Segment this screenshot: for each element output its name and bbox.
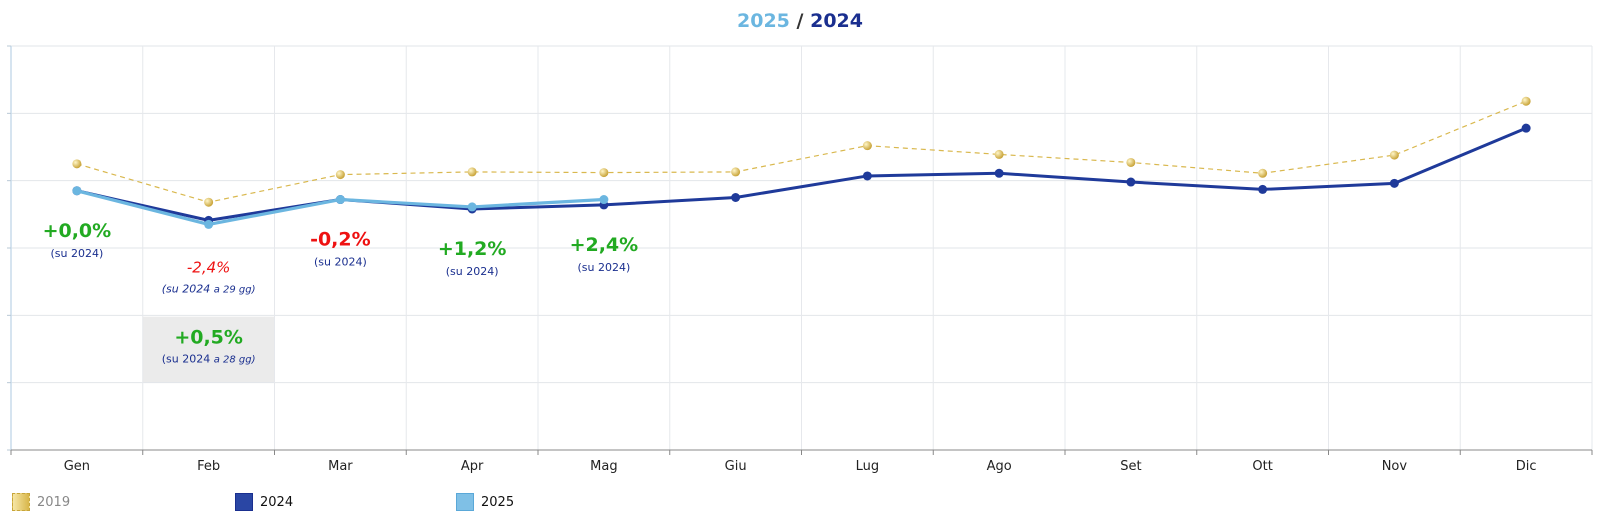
legend-label-2025: 2025 — [481, 494, 515, 510]
legend-swatch-2025 — [456, 493, 474, 511]
note-label-mag: (su 2024) — [577, 261, 630, 274]
data-point-2019-apr — [467, 167, 477, 177]
data-point-2019-set — [1126, 157, 1136, 167]
data-point-2025-mar — [335, 195, 345, 205]
data-point-2019-ago — [994, 149, 1004, 159]
data-point-2019-feb — [204, 197, 214, 207]
feb-box-note: (su 2024 a 28 gg) — [162, 353, 256, 366]
note-label-feb: (su 2024 a 29 gg) — [162, 282, 256, 295]
data-point-2024-ago — [994, 168, 1004, 178]
x-tick-label: Mar — [328, 459, 353, 474]
data-point-2019-nov — [1389, 150, 1399, 160]
x-tick-label: Lug — [856, 459, 880, 474]
legend-label-2019: 2019 — [37, 494, 71, 510]
feb-comparison-box — [142, 316, 275, 383]
pct-label-feb: -2,4% — [187, 258, 231, 276]
data-point-2019-mar — [335, 170, 345, 180]
note-label-gen: (su 2024) — [50, 247, 103, 260]
legend-swatch-2019 — [12, 493, 30, 511]
chart-title: 2025 / 2024 — [0, 10, 1600, 32]
x-tick-label: Giu — [725, 459, 747, 474]
x-tick-label: Feb — [197, 459, 220, 474]
data-point-2019-mag — [599, 168, 609, 178]
x-tick-label: Nov — [1382, 459, 1408, 474]
pct-label-mar: -0,2% — [310, 229, 371, 251]
title-separator: / — [796, 10, 804, 32]
x-tick-label: Ago — [987, 459, 1012, 474]
x-tick-label: Apr — [461, 459, 484, 474]
x-tick-label: Gen — [64, 459, 90, 474]
data-point-2019-lug — [862, 141, 872, 151]
feb-box-pct: +0,5% — [174, 327, 243, 349]
data-point-2019-dic — [1521, 96, 1531, 106]
data-point-2019-giu — [731, 167, 741, 177]
data-point-2024-ott — [1258, 184, 1268, 194]
data-point-2024-dic — [1521, 123, 1531, 133]
note-label-apr: (su 2024) — [446, 265, 499, 278]
x-tick-label: Ott — [1252, 459, 1272, 474]
title-current-year: 2025 — [737, 10, 790, 32]
legend-item-2019[interactable]: 2019 — [12, 492, 70, 512]
data-point-2019-ott — [1258, 168, 1268, 178]
title-previous-year: 2024 — [810, 10, 863, 32]
data-point-2024-set — [1126, 177, 1136, 187]
pct-label-gen: +0,0% — [43, 220, 112, 242]
x-tick-label: Set — [1120, 459, 1141, 474]
legend-item-2025[interactable]: 2025 — [456, 492, 514, 512]
note-label-mar: (su 2024) — [314, 256, 367, 269]
data-point-2024-giu — [731, 193, 741, 202]
legend-item-2024[interactable]: 2024 — [235, 492, 293, 512]
data-point-2025-feb — [204, 219, 214, 229]
data-point-2025-gen — [72, 186, 82, 196]
pct-label-apr: +1,2% — [438, 238, 507, 260]
data-point-2024-nov — [1389, 178, 1399, 188]
x-tick-label: Dic — [1516, 459, 1537, 474]
legend-label-2024: 2024 — [260, 494, 294, 510]
data-point-2024-lug — [862, 171, 872, 181]
legend-swatch-2024 — [235, 493, 253, 511]
pct-label-mag: +2,4% — [570, 234, 639, 256]
data-point-2019-gen — [72, 159, 82, 169]
data-point-2025-apr — [467, 202, 477, 212]
series-line-2019 — [76, 100, 1527, 203]
x-tick-label: Mag — [590, 459, 617, 474]
data-point-2025-mag — [599, 195, 609, 205]
